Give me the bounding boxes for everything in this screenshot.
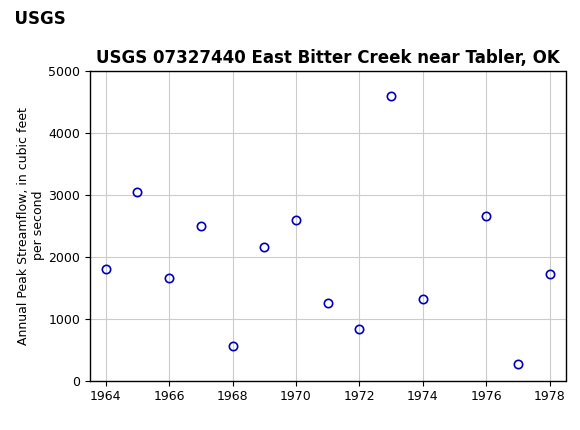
Text: ≡: ≡ — [3, 7, 18, 31]
Text: USGS: USGS — [3, 10, 66, 28]
Title: USGS 07327440 East Bitter Creek near Tabler, OK: USGS 07327440 East Bitter Creek near Tab… — [96, 49, 560, 67]
Bar — [6, 3, 81, 36]
Y-axis label: Annual Peak Streamflow, in cubic feet
per second: Annual Peak Streamflow, in cubic feet pe… — [17, 107, 45, 345]
